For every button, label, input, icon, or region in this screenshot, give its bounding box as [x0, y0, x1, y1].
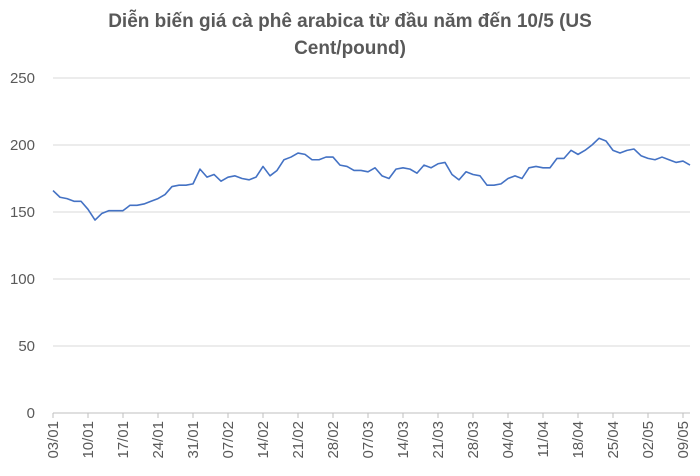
y-tick-label: 50 [18, 338, 35, 355]
y-tick-label: 250 [10, 70, 35, 87]
x-tick-label: 28/02 [325, 421, 342, 459]
x-tick-label: 28/03 [465, 421, 482, 459]
x-tick-label: 18/04 [570, 421, 587, 459]
x-tick-label: 04/04 [500, 421, 517, 459]
chart-title: Diễn biến giá cà phê arabica từ đầu năm … [108, 11, 592, 59]
y-tick-label: 150 [10, 204, 35, 221]
x-tick-label: 25/04 [605, 421, 622, 459]
x-tick-label: 03/01 [45, 421, 62, 459]
x-tick-label: 02/05 [640, 421, 657, 459]
x-tick-label: 31/01 [185, 421, 202, 459]
line-series [52, 137, 691, 221]
x-tick-label: 17/01 [115, 421, 132, 459]
y-tick-label: 200 [10, 137, 35, 154]
x-tick-label: 11/04 [535, 421, 552, 457]
x-tick-label: 09/05 [675, 421, 692, 459]
x-tick-label: 21/02 [290, 421, 307, 459]
x-tick-label: 07/03 [360, 421, 377, 459]
y-tick-label: 100 [10, 271, 35, 288]
x-tick-label: 24/01 [150, 421, 167, 459]
y-tick-label: 0 [27, 405, 35, 422]
x-tick-label: 10/01 [80, 421, 97, 459]
x-tick-label: 14/03 [395, 421, 412, 459]
x-tick-label: 07/02 [220, 421, 237, 459]
x-tick-label: 21/03 [430, 421, 447, 459]
x-tick-label: 14/02 [255, 421, 272, 459]
